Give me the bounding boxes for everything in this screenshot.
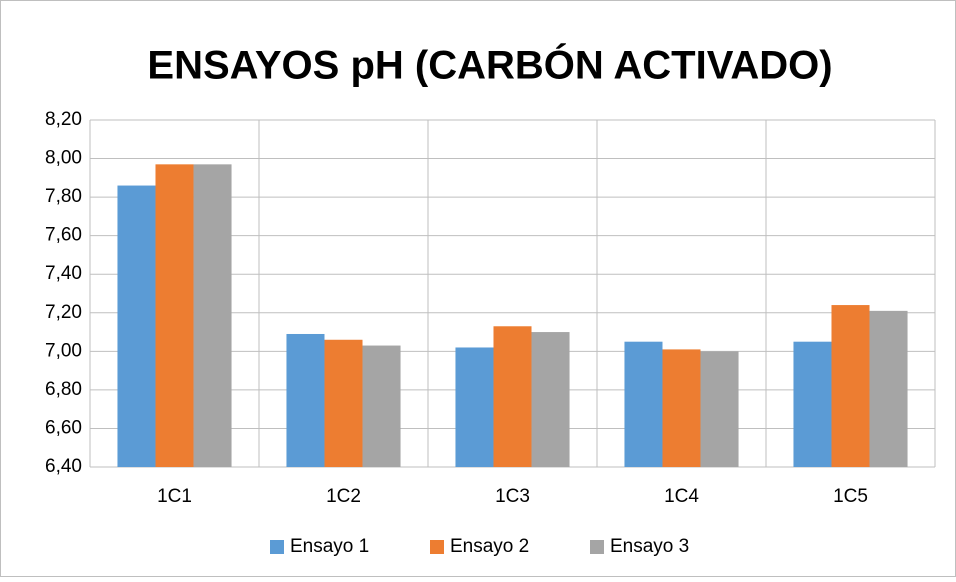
y-tick-label: 8,00 — [45, 148, 82, 169]
bar — [455, 347, 494, 467]
legend-label: Ensayo 3 — [610, 536, 689, 557]
x-tick-label: 1C5 — [833, 486, 868, 507]
bar — [869, 310, 908, 467]
bar — [362, 345, 401, 467]
bar — [193, 164, 232, 468]
y-tick-label: 6,40 — [45, 456, 82, 477]
legend-label: Ensayo 2 — [450, 536, 529, 557]
y-tick-label: 6,60 — [45, 417, 82, 438]
x-tick-label: 1C3 — [495, 486, 530, 507]
y-tick-label: 6,80 — [45, 379, 82, 400]
bar — [324, 339, 363, 467]
bar — [286, 333, 325, 467]
y-tick-label: 7,20 — [45, 302, 82, 323]
x-tick-label: 1C4 — [664, 486, 699, 507]
chart-title: ENSAYOS pH (CARBÓN ACTIVADO) — [147, 42, 832, 88]
bar — [793, 341, 832, 467]
bar — [531, 332, 570, 467]
legend-label: Ensayo 1 — [290, 536, 369, 557]
legend-swatch — [270, 540, 284, 554]
y-tick-label: 7,60 — [45, 225, 82, 246]
legend-swatch — [590, 540, 604, 554]
y-tick-label: 7,00 — [45, 340, 82, 361]
bar — [700, 351, 739, 467]
bar — [155, 164, 194, 468]
bar — [662, 349, 701, 467]
bar — [117, 185, 156, 468]
bar — [831, 305, 870, 467]
legend-swatch — [430, 540, 444, 554]
x-tick-label: 1C2 — [326, 486, 361, 507]
bar — [624, 341, 663, 467]
y-tick-label: 7,80 — [45, 186, 82, 207]
bar — [493, 326, 532, 467]
y-tick-label: 7,40 — [45, 263, 82, 284]
y-tick-label: 8,20 — [45, 109, 82, 130]
x-tick-label: 1C1 — [157, 486, 192, 507]
